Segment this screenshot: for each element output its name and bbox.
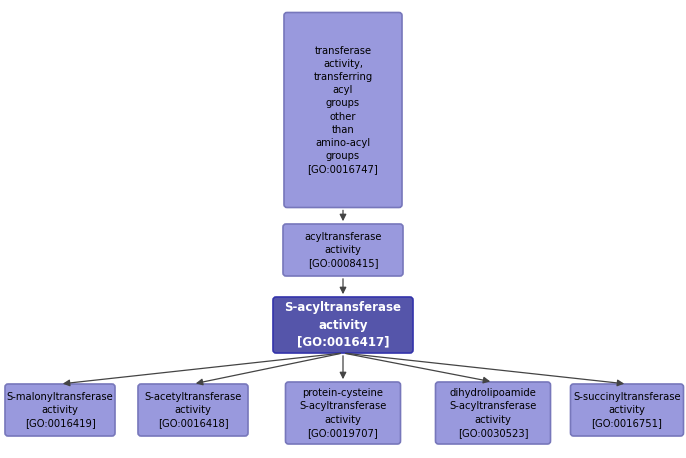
FancyBboxPatch shape — [436, 382, 550, 444]
FancyBboxPatch shape — [273, 297, 413, 353]
Text: S-acetyltransferase
activity
[GO:0016418]: S-acetyltransferase activity [GO:0016418… — [144, 392, 241, 428]
FancyBboxPatch shape — [284, 12, 402, 207]
Text: S-acyltransferase
activity
[GO:0016417]: S-acyltransferase activity [GO:0016417] — [285, 301, 401, 349]
Text: dihydrolipoamide
S-acyltransferase
activity
[GO:0030523]: dihydrolipoamide S-acyltransferase activ… — [449, 388, 536, 438]
Text: transferase
activity,
transferring
acyl
groups
other
than
amino-acyl
groups
[GO:: transferase activity, transferring acyl … — [307, 46, 379, 174]
FancyBboxPatch shape — [5, 384, 115, 436]
Text: acyltransferase
activity
[GO:0008415]: acyltransferase activity [GO:0008415] — [305, 232, 381, 268]
FancyBboxPatch shape — [571, 384, 683, 436]
FancyBboxPatch shape — [138, 384, 248, 436]
FancyBboxPatch shape — [285, 382, 401, 444]
Text: protein-cysteine
S-acyltransferase
activity
[GO:0019707]: protein-cysteine S-acyltransferase activ… — [299, 388, 387, 438]
Text: S-malonyltransferase
activity
[GO:0016419]: S-malonyltransferase activity [GO:001641… — [7, 392, 113, 428]
FancyBboxPatch shape — [283, 224, 403, 276]
Text: S-succinyltransferase
activity
[GO:0016751]: S-succinyltransferase activity [GO:00167… — [573, 392, 681, 428]
